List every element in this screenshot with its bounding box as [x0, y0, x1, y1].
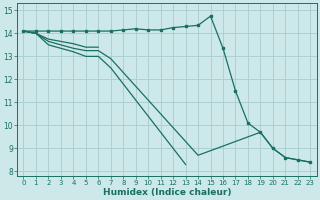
- X-axis label: Humidex (Indice chaleur): Humidex (Indice chaleur): [103, 188, 231, 197]
